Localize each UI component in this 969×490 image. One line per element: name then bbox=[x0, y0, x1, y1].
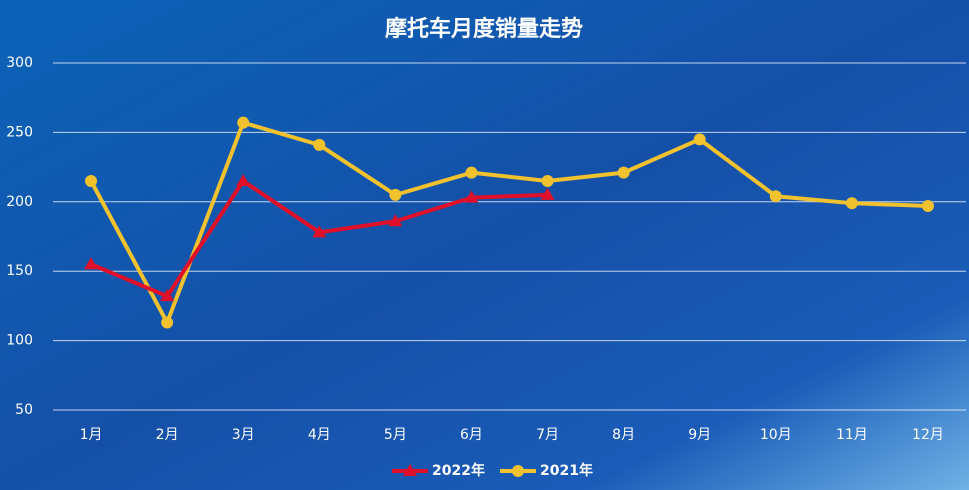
point bbox=[693, 133, 706, 146]
point bbox=[160, 289, 175, 302]
point bbox=[237, 116, 250, 129]
x-tick-label: 5月 bbox=[384, 427, 407, 443]
legend-text: 2022年 bbox=[432, 462, 485, 479]
y-tick-label: 50 bbox=[15, 402, 33, 418]
point bbox=[313, 138, 326, 151]
x-tick-label: 12月 bbox=[912, 427, 944, 443]
point bbox=[540, 187, 555, 200]
point bbox=[921, 199, 934, 212]
x-tick-label: 8月 bbox=[612, 427, 635, 443]
y-tick-label: 100 bbox=[6, 333, 33, 349]
legend-text: 2021年 bbox=[540, 462, 593, 479]
x-tick-label: 4月 bbox=[308, 427, 331, 443]
point bbox=[84, 257, 99, 270]
x-tick-label: 11月 bbox=[836, 427, 868, 443]
chart-title: 摩托车月度销量走势 bbox=[385, 16, 583, 42]
y-tick-label: 300 bbox=[6, 55, 33, 71]
x-tick-label: 2月 bbox=[156, 427, 179, 443]
point bbox=[85, 174, 98, 187]
point bbox=[403, 464, 417, 476]
point bbox=[389, 188, 402, 201]
y-tick-label: 250 bbox=[6, 124, 33, 140]
point bbox=[161, 316, 174, 329]
x-tick-label: 6月 bbox=[460, 427, 483, 443]
point bbox=[312, 225, 327, 238]
point bbox=[541, 174, 554, 187]
point bbox=[465, 166, 478, 179]
series-line bbox=[89, 120, 929, 325]
x-tick-label: 9月 bbox=[688, 427, 711, 443]
point bbox=[617, 166, 630, 179]
x-tick-label: 1月 bbox=[80, 427, 103, 443]
point bbox=[512, 465, 524, 477]
y-tick-label: 200 bbox=[6, 194, 33, 210]
point bbox=[388, 214, 403, 227]
point bbox=[464, 190, 479, 203]
point bbox=[769, 190, 782, 203]
x-tick-label: 3月 bbox=[232, 427, 255, 443]
point bbox=[845, 197, 858, 210]
x-tick-label: 7月 bbox=[536, 427, 559, 443]
y-tick-label: 150 bbox=[6, 263, 33, 279]
point bbox=[236, 173, 251, 186]
x-tick-label: 10月 bbox=[760, 427, 792, 443]
